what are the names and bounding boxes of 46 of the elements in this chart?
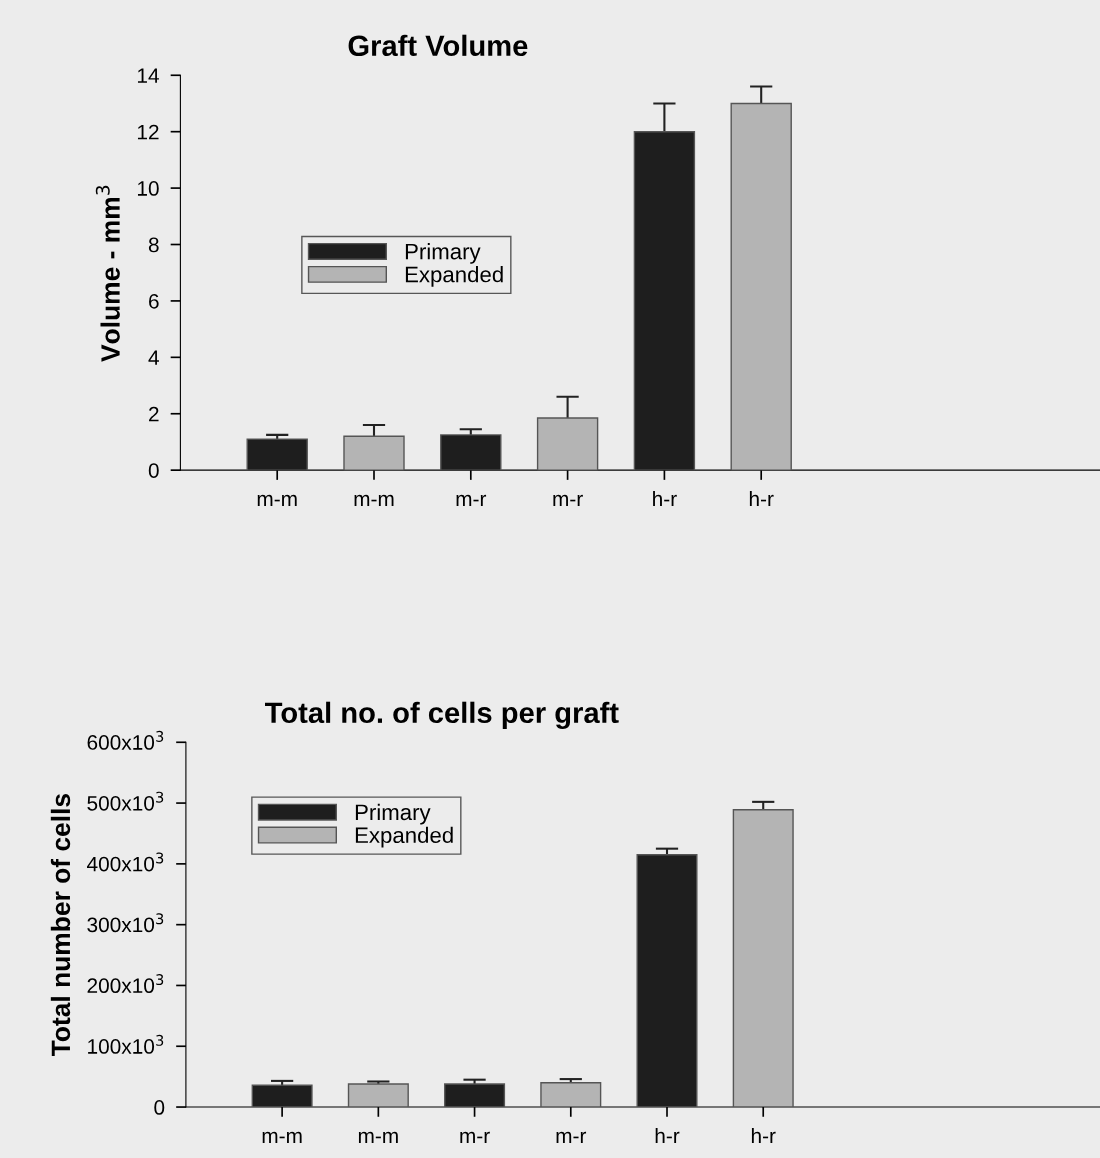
y-tick-label: 12 bbox=[137, 124, 159, 140]
x-tick-label: h-r bbox=[749, 490, 774, 507]
legend-label: Primary bbox=[355, 803, 431, 825]
x-tick-label: h-r bbox=[751, 1127, 776, 1143]
y-tick-label: 400x10$^{3}$ bbox=[87, 852, 164, 872]
y-tick-label: 600x10$^{3}$ bbox=[87, 730, 164, 750]
x-tick-label: m-r bbox=[456, 494, 487, 507]
bar bbox=[440, 434, 502, 471]
y-tick-label: 100x10$^{3}$ bbox=[88, 1034, 164, 1054]
legend-label: Expanded bbox=[355, 826, 453, 848]
x-tick-label: m-m bbox=[257, 494, 297, 507]
x-tick-label: h-r bbox=[653, 490, 677, 507]
y-tick-label: 10 bbox=[137, 181, 159, 196]
bar bbox=[444, 1083, 506, 1108]
x-tick-label: m-m bbox=[358, 1131, 398, 1143]
x-tick-label: m-m bbox=[354, 494, 394, 507]
x-tick-label: h-r bbox=[655, 1127, 680, 1143]
y-tick-label: 300x10$^{3}$ bbox=[87, 913, 164, 933]
x-tick-label: m-r bbox=[553, 494, 583, 507]
bar bbox=[343, 435, 405, 471]
y-axis-title: Total number of cells bbox=[50, 794, 71, 1057]
legend-label: Primary bbox=[405, 243, 481, 264]
y-tick-label: 2 bbox=[149, 406, 159, 422]
y-tick-label: 14 bbox=[137, 68, 159, 83]
y-axis-title: Volume - mm$^{3}$ bbox=[95, 185, 120, 362]
y-tick-label: 0 bbox=[148, 463, 159, 478]
bar bbox=[540, 1082, 602, 1108]
bar bbox=[347, 1083, 409, 1108]
chart-title: Graft Volume bbox=[348, 34, 528, 57]
bar bbox=[636, 854, 698, 1108]
y-tick-label: 6 bbox=[149, 293, 159, 309]
y-tick-label: 8 bbox=[148, 237, 159, 253]
bar bbox=[730, 102, 792, 471]
bar bbox=[246, 438, 308, 471]
y-tick-label: 4 bbox=[148, 350, 159, 365]
x-tick-label: m-m bbox=[262, 1131, 302, 1143]
bar bbox=[536, 417, 599, 471]
legend-label: Expanded bbox=[405, 266, 503, 287]
y-tick-label: 0 bbox=[154, 1100, 165, 1115]
x-tick-label: m-r bbox=[556, 1131, 587, 1143]
x-tick-label: m-r bbox=[460, 1131, 490, 1143]
chart-title: Total no. of cells per graft bbox=[265, 701, 619, 730]
bar bbox=[251, 1084, 313, 1108]
y-tick-label: 500x10$^{3}$ bbox=[87, 791, 164, 811]
y-tick-label: 200x10$^{3}$ bbox=[87, 974, 164, 994]
bar bbox=[732, 809, 794, 1108]
